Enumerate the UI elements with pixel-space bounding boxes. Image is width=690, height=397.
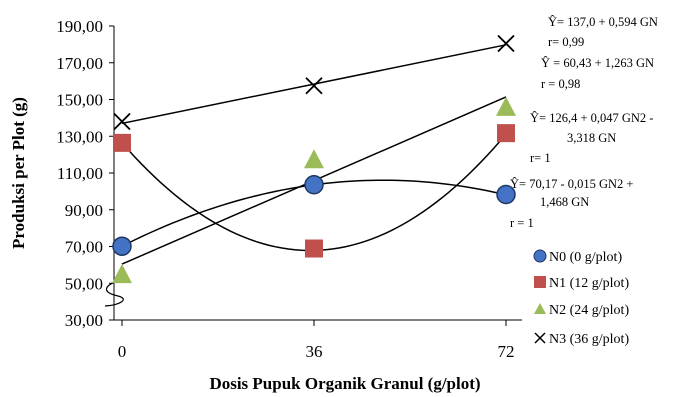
legend-label-n3: N3 (36 g/plot) [549,332,629,347]
y-tick-label: 150,00 [56,91,103,110]
equations: Ŷ= 137,0 + 0,594 GN r= 0,99 Ŷ = 60,43 + … [510,15,658,230]
legend-marker-n1 [534,276,546,288]
y-tick-label: 70,00 [65,238,103,257]
x-tick-label: 72 [498,342,515,361]
legend-marker-n3 [534,332,546,344]
data-point-n3 [113,112,131,131]
axis-break-mark [104,279,124,307]
y-tick-label: 30,00 [65,311,103,330]
y-tick-label: 170,00 [56,54,103,73]
legend: N0 (0 g/plot) N1 (12 g/plot) N2 (24 g/pl… [533,249,629,347]
n0-equation-line2: 1,468 GN [540,195,589,209]
legend-label-n2: N2 (24 g/plot) [549,303,629,318]
data-point-n0 [304,175,324,195]
x-tick-label: 36 [306,342,323,361]
n1-r-value: r= 1 [530,151,551,165]
legend-label-n0: N0 (0 g/plot) [549,250,622,265]
data-point-n0 [112,236,132,256]
trendline-n3 [121,44,507,125]
y-axis-title: Produksi per Plot (g) [9,97,28,249]
y-tick-label: 130,00 [56,127,103,146]
data-point-n3 [497,34,515,53]
data-point-n1 [305,239,323,258]
data-point-n2 [304,149,324,169]
y-tick-label: 50,00 [65,274,103,293]
n2-r-value: r = 0,98 [541,77,580,91]
legend-label-n1: N1 (12 g/plot) [549,276,629,291]
data-point-n1 [497,124,515,143]
y-tick-label: 110,00 [57,164,103,183]
y-tick-label: 90,00 [65,201,103,220]
legend-marker-n2 [534,303,546,314]
n1-equation-line2: 3,318 GN [567,131,616,145]
x-axis-title: Dosis Pupuk Organik Granul (g/plot) [209,374,480,393]
data-point-n0 [496,184,516,205]
data-point-n2 [112,264,132,284]
legend-marker-n0 [533,249,547,263]
n0-r-value: r = 1 [510,216,534,230]
plot-area: 30,00 50,00 70,00 90,00 110,00 130,00 150,00 17… [56,17,522,361]
data-point-n3 [305,77,323,95]
data-point-n2 [496,96,516,116]
n1-equation-line1: Ŷ= 126,4 + 0,047 GN2 - [530,111,653,125]
n2-equation-line1: Ŷ = 60,43 + 1,263 GN [541,56,654,70]
n3-r-value: r= 0,99 [548,35,584,49]
n3-equation-line1: Ŷ= 137,0 + 0,594 GN [548,15,658,29]
y-tick-label: 190,00 [56,17,103,36]
data-point-n1 [113,133,131,152]
n0-equation-line1: Ŷ= 70,17 - 0,015 GN2 + [510,177,633,191]
x-tick-label: 0 [118,342,127,361]
